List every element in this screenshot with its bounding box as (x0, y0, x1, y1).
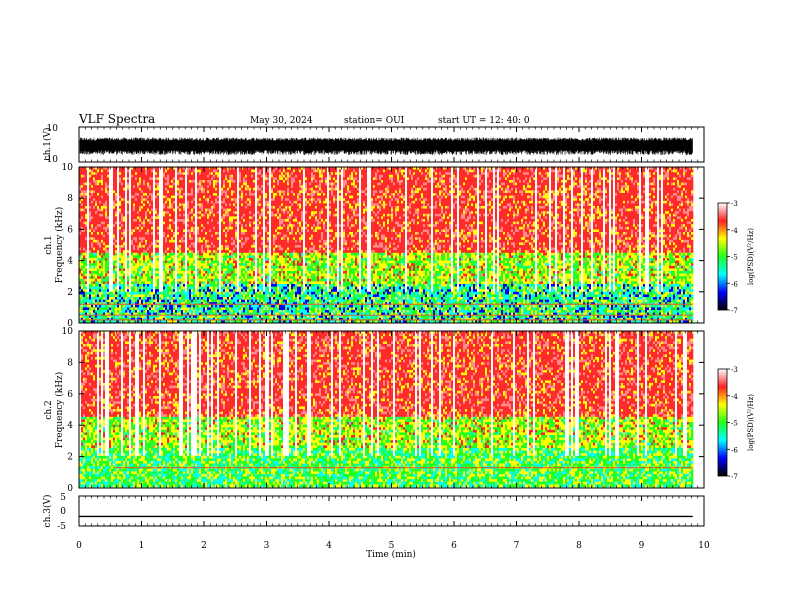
colorbar-tick-label: -4 (731, 227, 738, 235)
date-label: May 30, 2024 (250, 116, 313, 126)
colorbar-gradient (718, 203, 727, 310)
x-tick-label: 1 (139, 541, 145, 551)
colorbar-tick-label: -6 (731, 446, 738, 454)
spectrogram-ch2-panel: 0 2 4 6 8 10 ch.2 Frequency (kHz) -3 -4 -5 -6 -7 l… (44, 327, 755, 494)
spectrogram-ch2-ylabel: ch.2 (44, 400, 54, 419)
colorbar-tick-label: -6 (731, 280, 738, 288)
y-tick-label: 8 (67, 358, 73, 368)
colorbar-gradient (718, 369, 727, 476)
ch3-ytick-mid: 0 (60, 507, 66, 517)
colorbar-tick-label: -7 (731, 307, 738, 315)
colorbar-tick-label: -5 (731, 420, 738, 428)
y-tick-label: 10 (62, 163, 74, 173)
colorbar-label: log(PSD)(V²/Hz) (747, 228, 755, 285)
x-tick-label: 4 (326, 541, 332, 551)
x-tick-label: 3 (264, 541, 270, 551)
spectrogram-ch1-ylabel: ch.1 (44, 235, 54, 254)
x-tick-label: 0 (76, 541, 82, 551)
ch1-waveform-ylabel: ch.1(V) (42, 128, 53, 161)
spectrogram-ch2-image (79, 331, 693, 487)
spectrogram-ch2-ylabel2: Frequency (kHz) (54, 372, 65, 449)
x-tick-label: 9 (639, 541, 645, 551)
x-tick-label: 10 (698, 541, 710, 551)
station-label: station= OUI (344, 116, 405, 126)
x-tick-label: 7 (514, 541, 520, 551)
start-time-label: start UT = 12: 40: 0 (438, 116, 530, 126)
ch3-ytick-top: 5 (60, 493, 66, 503)
colorbar-tick-label: -5 (731, 254, 738, 262)
y-tick-label: 4 (67, 421, 73, 431)
y-tick-label: 4 (67, 257, 73, 267)
y-tick-label: 2 (67, 453, 73, 463)
spectrogram-ch1-image (79, 167, 693, 323)
x-tick-label: 2 (201, 541, 207, 551)
y-tick-label: 10 (62, 327, 74, 337)
colorbar-label: log(PSD)(V²/Hz) (747, 394, 755, 451)
y-tick-label: 8 (67, 194, 73, 204)
y-tick-label: 2 (67, 288, 73, 298)
colorbar-tick-label: -7 (731, 473, 738, 481)
x-axis-label: Time (min) (366, 549, 416, 560)
x-tick-label: 6 (451, 541, 457, 551)
y-tick-label: 0 (67, 484, 73, 494)
colorbar-ch2: -3 -4 -5 -6 -7 log(PSD)(V²/Hz) (718, 366, 755, 481)
ch1-waveform-trace (80, 138, 693, 156)
y-tick-label: 6 (67, 390, 73, 400)
ch3-ytick-bottom: -5 (57, 522, 66, 532)
colorbar-tick-label: -4 (731, 393, 738, 401)
colorbar-tick-label: -3 (731, 366, 738, 374)
spectrogram-ch1-ylabel2: Frequency (kHz) (54, 207, 65, 284)
x-tick-label: 8 (576, 541, 582, 551)
y-tick-label: 6 (67, 225, 73, 235)
figure-title: VLF Spectra (78, 112, 155, 126)
colorbar-tick-label: -3 (731, 200, 738, 208)
ch3-waveform-ylabel: ch.3(V) (42, 495, 53, 528)
colorbar-ch1: -3 -4 -5 -6 -7 log(PSD)(V²/Hz) (718, 200, 755, 315)
